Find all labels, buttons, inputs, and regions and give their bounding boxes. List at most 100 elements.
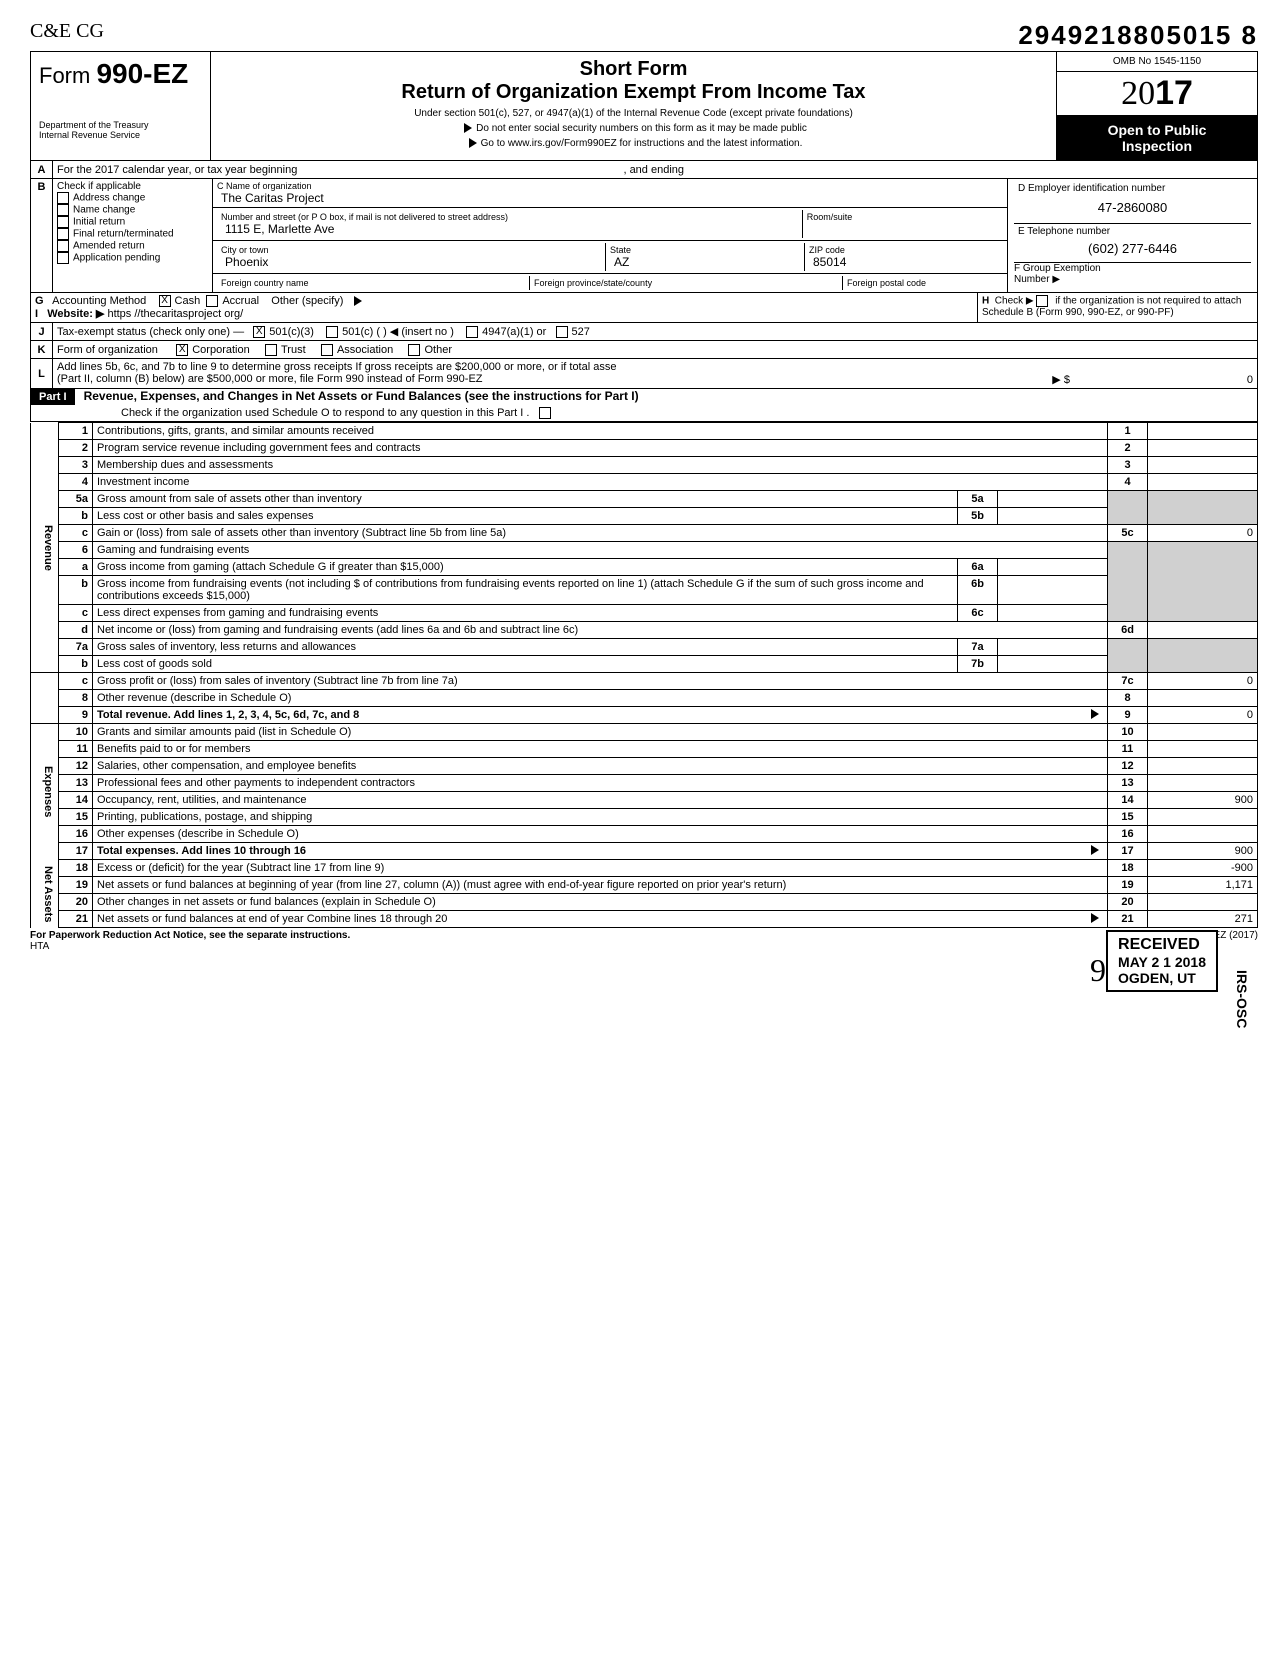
line-6a-ibamt [998, 559, 1108, 576]
label-address: Number and street (or P O box, if mail i… [221, 212, 798, 222]
line-4-desc: Investment income [93, 474, 1108, 491]
line-9-amt: 0 [1148, 707, 1258, 724]
lbl-cash: Cash [175, 295, 201, 307]
line-10-num: 10 [59, 724, 93, 741]
checkbox-501c[interactable] [326, 326, 338, 338]
line-8-box: 8 [1108, 690, 1148, 707]
checkbox-schedule-b[interactable] [1036, 295, 1048, 307]
lbl-other-org: Other [424, 344, 452, 356]
received-stamp: RECEIVED MAY 2 1 2018 OGDEN, UT [1106, 930, 1218, 992]
line-18-desc: Excess or (deficit) for the year (Subtra… [93, 860, 1108, 877]
checkbox-other-org[interactable] [408, 344, 420, 356]
line-21-num: 21 [59, 911, 93, 928]
h-check: Check ▶ [995, 296, 1034, 307]
checkbox-accrual[interactable] [206, 295, 218, 307]
checkbox-corporation[interactable]: X [176, 344, 188, 356]
checkbox-4947[interactable] [466, 326, 478, 338]
line-5c-amt: 0 [1148, 525, 1258, 542]
subtitle-goto: Go to www.irs.gov/Form990EZ for instruct… [481, 138, 803, 149]
line-13-amt [1148, 775, 1258, 792]
row-g-h: G Accounting Method XCash Accrual Other … [30, 293, 1258, 323]
line-8-num: 8 [59, 690, 93, 707]
line-20-box: 20 [1108, 894, 1148, 911]
line-14-num: 14 [59, 792, 93, 809]
line-13-num: 13 [59, 775, 93, 792]
label-k: K [31, 341, 53, 358]
checkbox-trust[interactable] [265, 344, 277, 356]
line-19-desc: Net assets or fund balances at beginning… [93, 877, 1108, 894]
lbl-501c-insert: ) ◀ (insert no ) [383, 326, 454, 338]
subtitle-ssn: Do not enter social security numbers on … [476, 123, 807, 134]
line-4-amt [1148, 474, 1258, 491]
line-13-desc: Professional fees and other payments to … [93, 775, 1108, 792]
line-16-num: 16 [59, 826, 93, 843]
header-right: OMB No 1545-1150 20201717 Open to Public… [1057, 52, 1257, 160]
checkbox-501c3[interactable]: X [253, 326, 265, 338]
line-15-desc: Printing, publications, postage, and shi… [93, 809, 1108, 826]
stamp-received-text: RECEIVED [1118, 936, 1206, 954]
line-10-desc: Grants and similar amounts paid (list in… [93, 724, 1108, 741]
label-f-number: Number ▶ [1014, 274, 1251, 285]
label-a: A [31, 161, 53, 178]
checkbox-final-return[interactable] [57, 228, 69, 240]
line-7a-desc: Gross sales of inventory, less returns a… [93, 639, 958, 656]
checkbox-cash[interactable]: X [159, 295, 171, 307]
omb-number: OMB No 1545-1150 [1057, 52, 1257, 72]
line-4-box: 4 [1108, 474, 1148, 491]
shade-5-amt [1148, 491, 1258, 525]
line-13-box: 13 [1108, 775, 1148, 792]
checkbox-name-change[interactable] [57, 204, 69, 216]
checkbox-527[interactable] [556, 326, 568, 338]
line-7b-num: b [59, 656, 93, 673]
line-17-desc: Total expenses. Add lines 10 through 16 [93, 843, 1108, 860]
label-f-group: F Group Exemption [1014, 263, 1251, 274]
barcode-number: 2949218805015 8 [1018, 20, 1258, 51]
line-11-box: 11 [1108, 741, 1148, 758]
label-zip: ZIP code [809, 245, 999, 255]
checkbox-schedule-o[interactable] [539, 407, 551, 419]
lbl-501c3: 501(c)(3) [269, 326, 314, 338]
tax-exempt-label: Tax-exempt status (check only one) — [57, 326, 244, 338]
label-d-ein: D Employer identification number [1018, 183, 1247, 194]
row-a: A For the 2017 calendar year, or tax yea… [30, 161, 1258, 179]
checkbox-address-change[interactable] [57, 192, 69, 204]
signature: 922 [30, 952, 1258, 989]
row-j: J Tax-exempt status (check only one) — X… [30, 323, 1258, 341]
line-16-desc: Other expenses (describe in Schedule O) [93, 826, 1108, 843]
checkbox-application-pending[interactable] [57, 252, 69, 264]
handwritten-mark: C&E CG [30, 20, 104, 43]
right-info: D Employer identification number 47-2860… [1007, 179, 1257, 292]
row-l-line2: (Part II, column (B) below) are $500,000… [57, 373, 483, 386]
line-15-num: 15 [59, 809, 93, 826]
line-20-num: 20 [59, 894, 93, 911]
line-16-box: 16 [1108, 826, 1148, 843]
line-8-desc: Other revenue (describe in Schedule O) [93, 690, 1108, 707]
lbl-4947: 4947(a)(1) or [482, 326, 546, 338]
checkbox-association[interactable] [321, 344, 333, 356]
shade-5 [1108, 491, 1148, 525]
line-2-box: 2 [1108, 440, 1148, 457]
line-5b-desc: Less cost or other basis and sales expen… [93, 508, 958, 525]
lbl-other-method: Other (specify) [271, 295, 343, 307]
line-4-num: 4 [59, 474, 93, 491]
line-9-num: 9 [59, 707, 93, 724]
ein-value: 47-2860080 [1018, 194, 1247, 221]
side-revenue-cont [31, 673, 59, 724]
lbl-501c: 501(c) ( [342, 326, 380, 338]
line-3-box: 3 [1108, 457, 1148, 474]
label-i: I [35, 308, 38, 320]
website-label: Website: ▶ [47, 308, 104, 320]
line-14-desc: Occupancy, rent, utilities, and maintena… [93, 792, 1108, 809]
checkbox-amended-return[interactable] [57, 240, 69, 252]
line-6b-ib: 6b [958, 576, 998, 605]
line-5a-num: 5a [59, 491, 93, 508]
line-1-num: 1 [59, 423, 93, 440]
identity-block: B Check if applicable Address change Nam… [30, 179, 1258, 293]
org-name: The Caritas Project [217, 191, 1003, 205]
arrow-icon [464, 123, 472, 133]
checkbox-initial-return[interactable] [57, 216, 69, 228]
side-net-assets: Net Assets [31, 860, 59, 928]
line-5a-ibamt [998, 491, 1108, 508]
label-foreign-postal: Foreign postal code [847, 278, 999, 288]
title-return: Return of Organization Exempt From Incom… [221, 81, 1046, 104]
